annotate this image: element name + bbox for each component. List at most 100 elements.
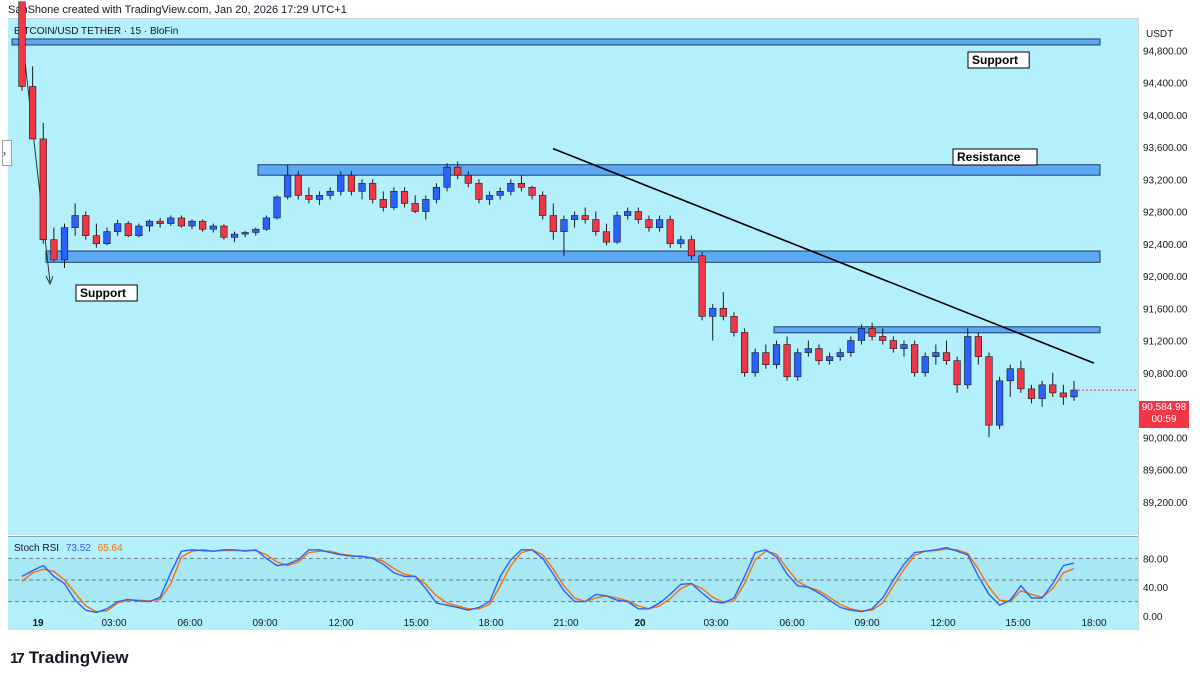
candle-body xyxy=(220,225,228,238)
candle-body xyxy=(443,166,451,188)
x-tick-label: 03:00 xyxy=(703,618,728,629)
candle-body xyxy=(199,220,207,230)
candle-body xyxy=(496,191,504,196)
axis-currency: USDT xyxy=(1146,29,1173,40)
y-tick-label: 92,000.00 xyxy=(1143,272,1188,283)
y-tick-label: 93,600.00 xyxy=(1143,143,1188,154)
time-axis[interactable] xyxy=(8,630,1138,640)
candle-body xyxy=(241,232,249,235)
candle-body xyxy=(29,86,37,140)
rsi-tick-label: 40.00 xyxy=(1143,583,1168,594)
candle-body xyxy=(560,219,568,232)
candle-body xyxy=(549,215,557,232)
candle-body xyxy=(464,174,472,184)
candle-body xyxy=(485,195,494,200)
stoch-rsi-title: Stoch RSI xyxy=(14,543,60,554)
candle-body xyxy=(369,182,377,200)
candle-body xyxy=(911,344,919,374)
candle-body xyxy=(804,348,812,353)
x-tick-label: 12:00 xyxy=(328,618,353,629)
candle-body xyxy=(517,182,526,188)
candle-body xyxy=(740,332,749,374)
last-price-tag: 90,584.98 00:59 xyxy=(1139,401,1189,428)
y-tick-label: 90,000.00 xyxy=(1143,433,1188,444)
candle-body xyxy=(900,344,908,349)
candle-body xyxy=(602,231,611,243)
annotation-box xyxy=(952,148,1038,166)
candle-body xyxy=(475,182,483,200)
candle-body xyxy=(687,239,696,257)
x-tick-label: 18:00 xyxy=(1081,618,1106,629)
candle-body xyxy=(857,328,866,341)
candle-body xyxy=(358,182,366,192)
candle-body xyxy=(411,203,419,212)
candle-body xyxy=(454,166,462,176)
y-tick-label: 94,000.00 xyxy=(1143,111,1188,122)
candle-body xyxy=(379,199,387,208)
tradingview-logo: 17 TradingView xyxy=(10,648,129,668)
candle-body xyxy=(209,225,217,230)
candle-body xyxy=(507,182,515,192)
price-pane[interactable] xyxy=(8,18,1138,535)
candle-body xyxy=(889,340,897,349)
y-tick-label: 93,200.00 xyxy=(1143,175,1188,186)
x-tick-label: 12:00 xyxy=(930,618,955,629)
x-tick-label: 06:00 xyxy=(779,618,804,629)
candle-body xyxy=(432,187,441,200)
x-tick-label: 06:00 xyxy=(177,618,202,629)
trendline xyxy=(552,147,1095,364)
candle-body xyxy=(847,340,855,353)
candle-body xyxy=(634,211,642,220)
candle-body xyxy=(82,215,90,236)
candle-body xyxy=(655,219,664,228)
annotation-label: Support xyxy=(972,53,1018,67)
candle-body xyxy=(390,191,398,208)
candle-body xyxy=(762,352,770,365)
x-tick-label: 09:00 xyxy=(252,618,277,629)
drawn-arrow-head xyxy=(45,275,54,286)
annotation-box xyxy=(75,284,138,302)
candle-body xyxy=(124,223,132,236)
candle-body xyxy=(1027,388,1036,399)
rsi-tick-label: 0.00 xyxy=(1143,612,1163,623)
candle-body xyxy=(624,211,632,216)
stoch-rsi-k-line xyxy=(21,546,1075,614)
zone-2 xyxy=(45,250,1101,263)
candle-body xyxy=(230,233,239,238)
candle-body xyxy=(698,255,706,317)
x-tick-label: 19 xyxy=(32,618,44,629)
candle-body xyxy=(772,344,781,365)
y-tick-label: 94,400.00 xyxy=(1143,79,1188,90)
candle-body xyxy=(326,191,334,196)
collapse-toolbar-button[interactable]: › xyxy=(2,140,12,166)
candle-body xyxy=(974,336,982,357)
stoch-rsi-k-value: 73.52 xyxy=(65,543,91,554)
zone-1 xyxy=(257,164,1101,176)
x-tick-label: 20 xyxy=(634,618,646,629)
last-price: 90,584.98 xyxy=(1141,402,1187,413)
price-axis[interactable] xyxy=(1138,18,1200,630)
tradingview-logo-icon: 17 xyxy=(10,649,25,667)
x-tick-label: 18:00 xyxy=(478,618,503,629)
candle-body xyxy=(188,220,196,227)
candle-body xyxy=(709,307,717,317)
tradingview-logo-text: TradingView xyxy=(28,648,129,667)
symbol-legend[interactable]: BITCOIN/USD TETHER · 15 · BloFin xyxy=(14,26,179,37)
candle-body xyxy=(613,215,621,243)
candle-body xyxy=(953,360,961,386)
candle-body xyxy=(50,239,58,261)
candle-body xyxy=(719,307,727,317)
candle-body xyxy=(826,356,834,361)
candle-body xyxy=(996,380,1004,426)
annotation-label: Resistance xyxy=(957,150,1021,164)
candle-body xyxy=(539,195,547,216)
candle-body xyxy=(71,215,79,228)
candle-countdown: 00:59 xyxy=(1151,414,1177,425)
y-tick-label: 92,400.00 xyxy=(1143,240,1188,251)
candle-body xyxy=(815,348,823,361)
stoch-rsi-legend[interactable]: Stoch RSI 73.52 65.64 xyxy=(14,543,123,554)
candle-body xyxy=(135,225,143,236)
candle-body xyxy=(751,352,759,374)
y-tick-label: 89,200.00 xyxy=(1143,498,1188,509)
